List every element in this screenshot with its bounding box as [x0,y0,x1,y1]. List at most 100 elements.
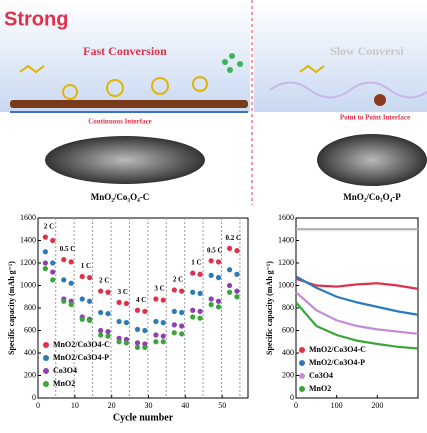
y-tick-label: 1400 [20,235,36,244]
rate-label: 0.2 C [225,234,241,242]
point [160,339,166,345]
point [116,299,122,305]
point [226,289,233,295]
point [171,308,177,314]
series-line [295,277,419,290]
point [153,318,159,325]
point [98,288,104,294]
legend-label: Co3O4 [53,366,77,375]
point [215,259,222,265]
point [105,333,111,339]
point [134,340,141,346]
series-line [295,275,419,316]
point [226,245,233,251]
point [171,330,177,336]
rate-label: 4 C [136,296,146,304]
panel-background [254,0,427,112]
point [208,272,214,278]
electrode-layer [10,100,248,108]
y-tick-label: 800 [282,303,294,312]
point [134,307,141,313]
particles [19,64,325,100]
chain [269,81,427,99]
point [79,296,85,302]
legend-marker [299,386,305,392]
sem-image [45,136,205,184]
y-tick-label: 0 [32,393,36,402]
y-tick-label: 600 [282,325,294,334]
point [197,271,203,277]
point [134,326,141,332]
y-tick-label: 800 [24,303,36,312]
point [190,289,196,295]
x-tick-label: 50 [218,401,226,410]
rate-label: 2 C [173,276,183,284]
point [215,275,222,281]
legend-marker [43,342,49,348]
y-tick-label: 600 [24,325,36,334]
point [50,269,56,275]
x-tick-label: 20 [108,401,116,410]
point [42,249,48,255]
point [153,332,159,338]
y-tick-label: 200 [24,370,36,379]
y-tick-label: 1600 [20,213,36,222]
legend-marker [43,368,49,374]
x-tick-label: 10 [71,401,79,410]
rate-label: 1 C [191,259,201,267]
rate-label: 3 C [154,285,164,293]
point [50,237,56,244]
legend-label: Co3O4 [309,371,333,380]
right-interface: Point to Point Interface [340,114,410,122]
series-line [295,291,419,335]
right-title: Slow Conversi [330,44,404,58]
point [134,344,141,350]
rate-label: 0.5 C [60,245,76,253]
point [234,288,240,294]
point [226,282,233,289]
legend-label: MnO2 [53,379,75,388]
point [215,304,222,310]
point [68,302,74,308]
sem-image [317,134,427,186]
point [190,314,196,320]
point [208,302,214,308]
point [68,259,74,265]
point [98,309,104,316]
legend-marker [299,347,305,353]
y-tick-label: 400 [24,348,36,357]
y-tick-label: 1200 [278,258,294,267]
x-axis-label: Cycle number [113,412,174,423]
point [234,271,240,277]
point [61,298,67,304]
point [171,287,177,293]
rate-label: 0.5 C [207,246,223,254]
y-tick-label: 1600 [278,213,294,222]
point [42,260,48,266]
point [160,333,166,339]
contact-point [374,94,386,106]
panel-background [0,0,250,112]
point [61,257,67,263]
legend-marker [43,381,49,387]
point [179,323,185,329]
point [153,296,159,302]
point [190,270,196,276]
point [234,294,240,300]
point [86,317,93,323]
point [105,311,111,317]
point [179,309,185,316]
point [50,277,56,283]
legend-marker [299,360,305,366]
point [226,267,233,273]
x-tick-label: 200 [371,401,383,410]
legend-label: MnO2/Co3O4-C [53,340,110,349]
right-label: MnO₂/Co₃O₄-P [343,192,401,202]
point [142,308,148,314]
point [86,275,93,281]
point [116,318,122,325]
point [142,344,148,350]
point [123,340,130,346]
y-tick-label: 0 [290,393,294,402]
